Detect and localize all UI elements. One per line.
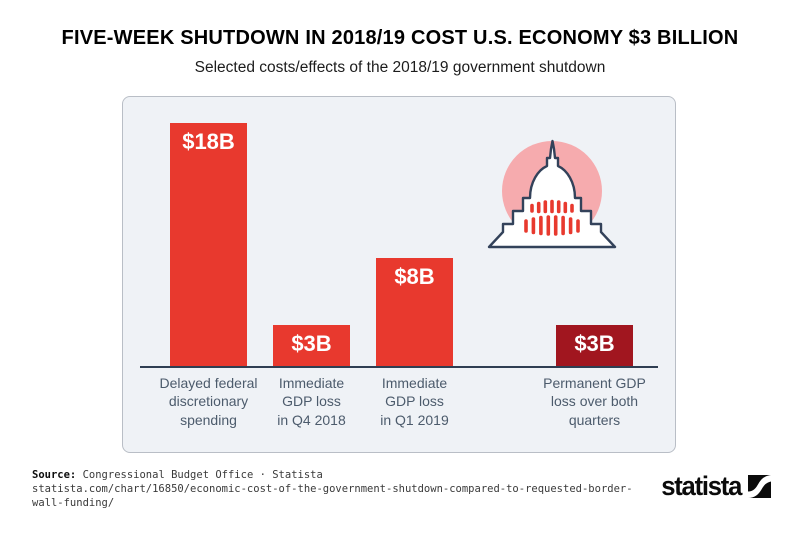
capitol-building-outline	[487, 139, 617, 249]
bar-value-label: $8B	[394, 264, 435, 289]
category-label: Permanent GDP loss over both quarters	[543, 375, 646, 428]
source-attribution: Source: Congressional Budget Office · St…	[32, 468, 633, 510]
bar-value-label: $3B	[291, 331, 332, 356]
x-axis-line	[140, 366, 658, 368]
source-text: Congressional Budget Office · Statista	[82, 469, 323, 481]
category-label: Delayed federal discretionary spending	[159, 375, 258, 428]
capitol-icon	[487, 139, 617, 249]
bar-value-label: $18B	[182, 129, 235, 154]
capitol-windows	[524, 199, 580, 236]
chart-url-line-2: wall-funding/	[32, 497, 115, 509]
chart-panel: $18B Delayed federal discretionary spending…	[122, 96, 676, 453]
statista-logo-mark	[748, 475, 771, 498]
source-label: Source:	[32, 469, 77, 481]
bar-2: $3B	[273, 325, 350, 366]
category-label: Immediate GDP loss in Q1 2019	[380, 375, 449, 428]
bar-3: $8B	[376, 258, 453, 366]
statista-logo: statista	[657, 471, 771, 502]
bar-1: $18B	[170, 123, 247, 366]
page-title: FIVE-WEEK SHUTDOWN IN 2018/19 COST U.S. …	[61, 27, 739, 49]
page-subtitle: Selected costs/effects of the 2018/19 go…	[194, 59, 606, 76]
category-label: Immediate GDP loss in Q4 2018	[277, 375, 346, 428]
statista-logo-text: statista	[661, 471, 742, 501]
source-line: Source: Congressional Budget Office · St…	[32, 468, 633, 482]
bar-value-label: $3B	[574, 331, 615, 356]
bar-4: $3B	[556, 325, 633, 366]
chart-url-line-1: statista.com/chart/16850/economic-cost-o…	[32, 483, 633, 495]
